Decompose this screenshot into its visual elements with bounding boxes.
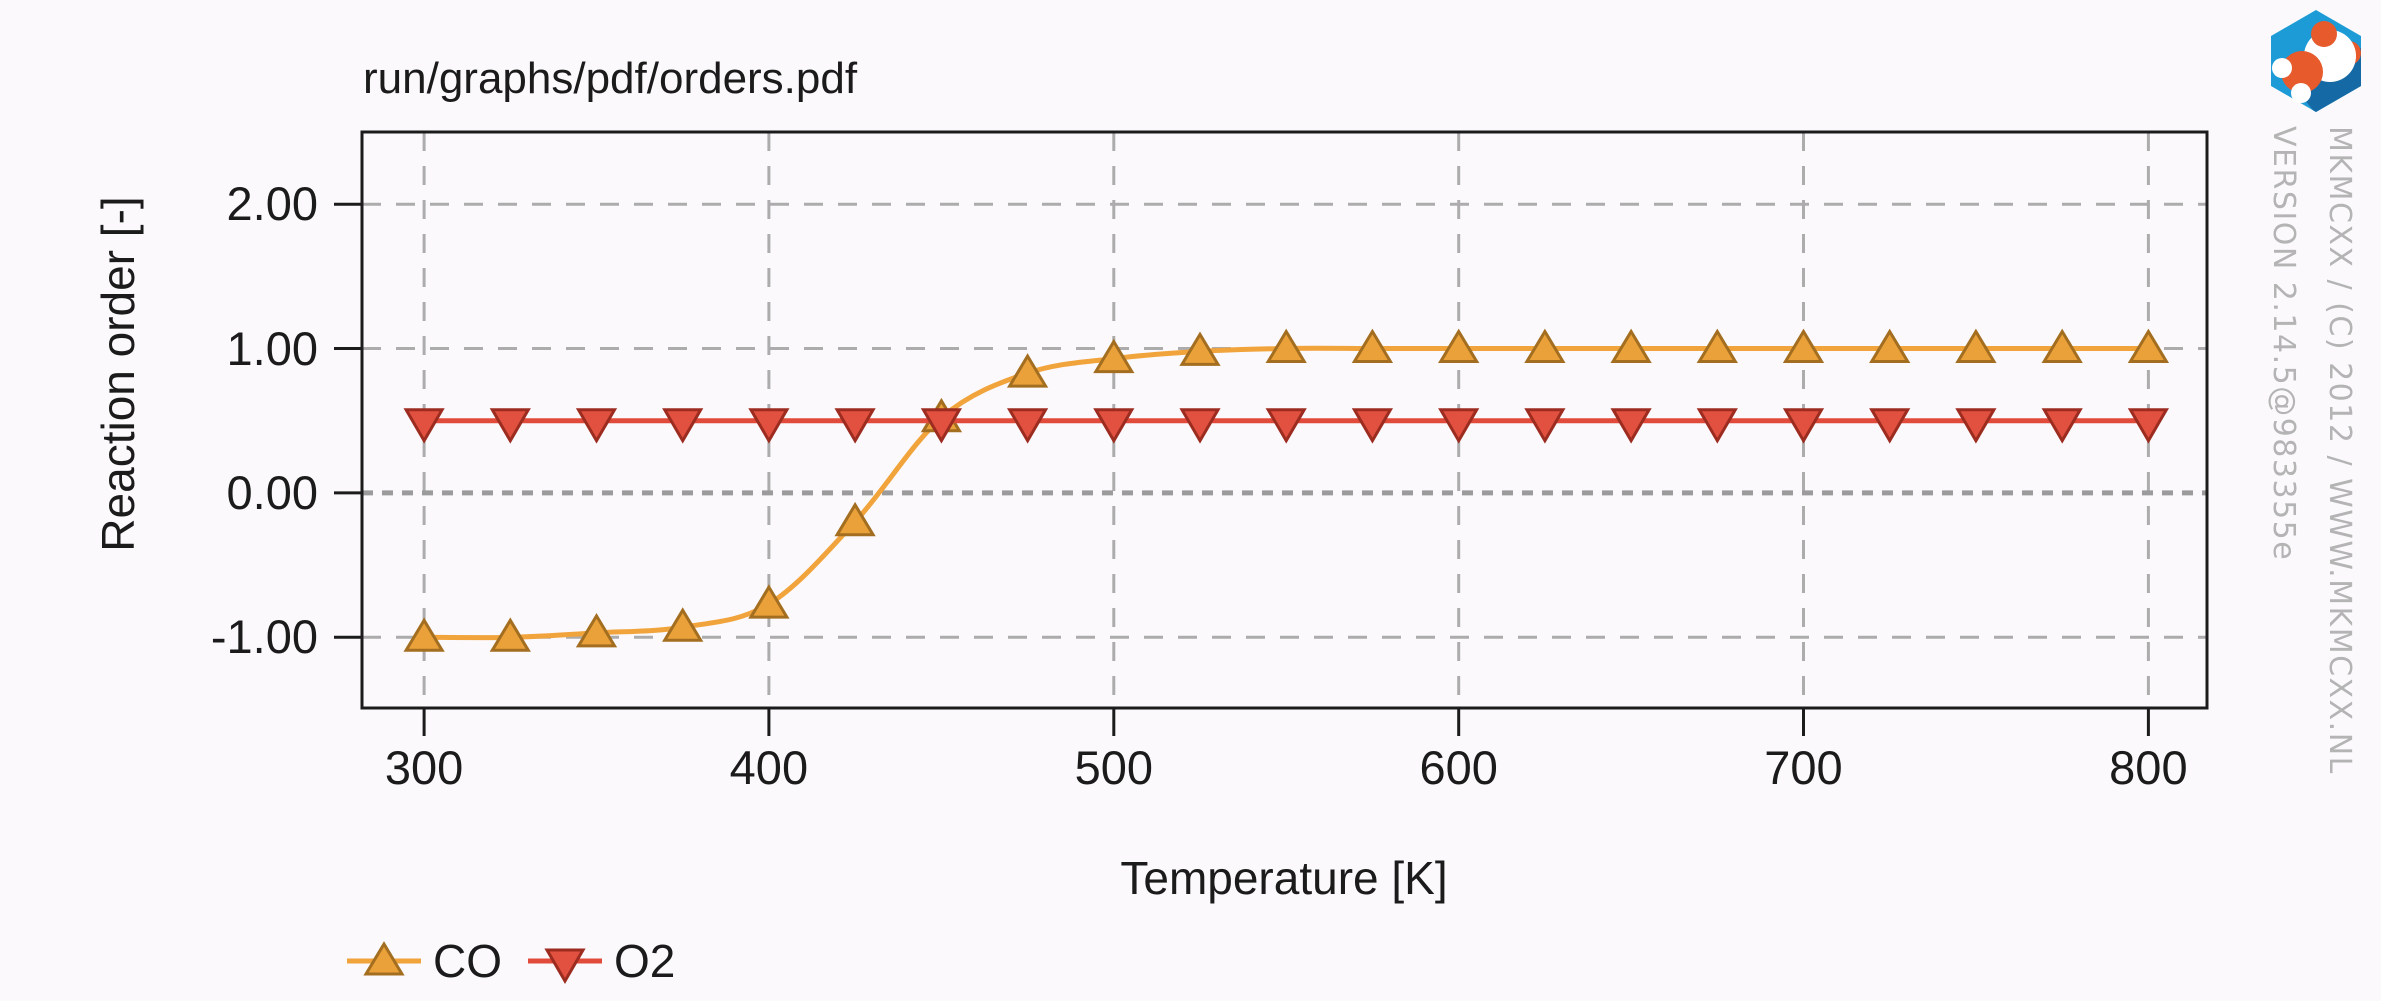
series-o2-marker [1782,408,1825,444]
series-co-marker [1179,331,1221,366]
legend-co-marker-icon [347,941,421,976]
series-o2-marker [489,408,531,444]
series-co-marker [1869,328,1911,363]
x-tick-label: 800 [2109,741,2188,794]
series-o2-marker [1438,408,1480,444]
series-o2-marker [1869,408,1911,444]
series-co-marker [403,617,445,652]
logo-atom-white-bottom-icon [2291,83,2311,103]
series-co-marker [748,584,790,619]
logo-atom-white-left-icon [2272,58,2292,78]
series-co-marker [1438,328,1480,363]
mkmcxx-logo [2271,10,2361,112]
series-o2-marker [1265,408,1307,444]
logo-atom-orange-large-icon [2281,51,2323,93]
series-co-marker [834,501,876,537]
series-co-marker [489,617,531,652]
plot-frame [360,130,2209,710]
series-o2-marker [575,408,618,444]
legend-label-o2: O2 [614,935,676,987]
series-co-marker [2127,328,2170,363]
series-co-marker [1782,328,1825,363]
x-tick-label: 300 [384,741,464,794]
chart-title: run/graphs/pdf/orders.pdf [363,54,858,103]
series-co-marker [1093,338,1135,374]
series-o2-marker [1696,408,1738,444]
series-o2-marker [2127,408,2170,444]
series-o2-marker [2041,408,2083,444]
series-o2-marker [1955,408,1997,444]
legend-item-co: CO [345,934,502,988]
series-o2-marker [834,408,876,444]
y-tick-label: 1.00 [226,321,318,375]
series-co-marker [662,607,704,642]
x-tick-label: 500 [1074,741,1153,794]
series-o2-marker [920,408,963,444]
series-co-marker [1696,328,1738,363]
y-tick-label: 2.00 [226,177,318,231]
watermark-version-text: VERSION 2.14.5@983355e [2266,126,2301,562]
series-o2-marker [1351,408,1394,444]
series-co-marker [1351,328,1394,363]
series-o2-marker [1093,408,1135,444]
x-axis-label: Temperature [K] [1120,852,1448,904]
watermark: MKMCXX / (C) 2012 / WWW.MKMCXX.NL VERSIO… [2255,126,2367,775]
x-tick-label: 400 [729,741,809,794]
series-o2-marker [1610,408,1652,444]
series-o2-marker [662,408,704,444]
watermark-copyright-text: MKMCXX / (C) 2012 / WWW.MKMCXX.NL [2322,126,2357,775]
series-o2-marker [1006,408,1049,444]
logo-atom-orange-top-icon [2311,21,2337,47]
x-tick-label: 600 [1419,741,1498,794]
legend-item-o2: O2 [526,934,675,988]
series-co-marker [575,612,618,648]
series-co-marker [1955,328,1997,363]
series-o2-marker [748,408,790,444]
series-o2-marker [1524,408,1566,444]
series-o2-marker [403,408,445,444]
series-co-marker [1265,328,1307,363]
series-co-marker [2041,328,2083,363]
series-o2-marker [1179,408,1221,444]
series-co-marker [1610,328,1652,363]
y-tick-label: 0.00 [226,465,318,519]
x-tick-label: 700 [1764,741,1843,794]
series-co-marker [1524,328,1566,363]
legend: CO O2 [345,934,675,988]
y-tick-label: -1.00 [210,610,318,664]
legend-label-co: CO [433,935,502,987]
legend-o2-marker-icon [528,948,602,984]
series-co-marker [1006,353,1049,388]
